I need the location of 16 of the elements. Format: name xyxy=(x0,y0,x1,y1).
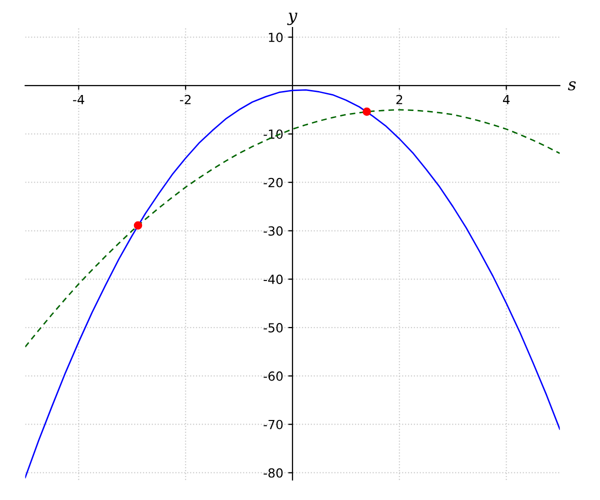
y-tick-label: -40 xyxy=(264,274,283,284)
y-tick-label: -70 xyxy=(264,420,283,430)
line-series xyxy=(25,109,560,348)
x-tick-label: 4 xyxy=(502,94,510,104)
line-series xyxy=(25,89,560,478)
y-tick-label: -80 xyxy=(264,468,283,478)
y-axis-title: y xyxy=(287,12,298,26)
x-tick-label: -4 xyxy=(73,94,84,104)
x-axis-title: s xyxy=(568,81,576,90)
y-tick-label: -20 xyxy=(264,178,283,188)
y-tick-label: 10 xyxy=(268,32,283,42)
x-tick-label: 2 xyxy=(396,94,402,104)
y-tick-label: -50 xyxy=(264,323,283,332)
y-tick-label: -30 xyxy=(264,226,283,236)
y-tick-label: -60 xyxy=(264,371,283,381)
x-tick-label: -2 xyxy=(180,94,191,104)
